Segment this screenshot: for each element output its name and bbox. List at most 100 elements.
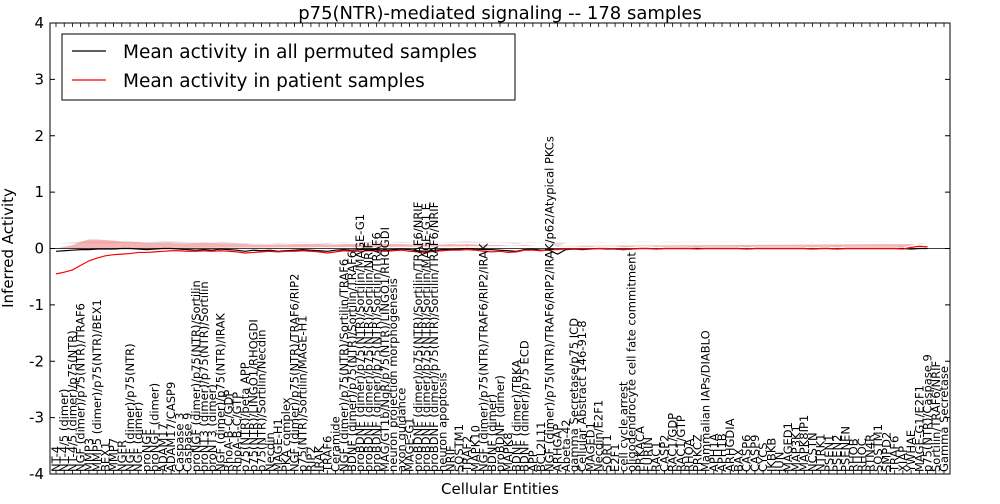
x-tick-label: SORT1 xyxy=(600,434,614,472)
x-axis-label: Cellular Entities xyxy=(441,480,559,498)
x-tick-label: ADAM17/CASP9 xyxy=(164,382,178,472)
x-tick-label: NT-4/5 (dimer) xyxy=(57,389,71,472)
x-tick-label: NT-4/5 (dimer)/p75(NTR) xyxy=(65,330,79,472)
legend-label-patient: Mean activity in patient samples xyxy=(123,71,425,92)
x-tick-label: APH1A xyxy=(707,433,721,472)
x-tick-labels: NT-4NT-4/5 (dimer)NT-4/5 (dimer)/p75(NTR… xyxy=(49,136,951,473)
x-tick-label: Abeta-42 xyxy=(559,419,573,472)
x-tick-label: CASP9 xyxy=(748,435,762,472)
x-tick-label: BDNF (dimer)/p75(NTR)/Sortilin/TRAF6 xyxy=(345,251,359,472)
x-tick-label: APP xyxy=(526,450,540,472)
x-tick-label: Cellular Abstract 146-91-8 xyxy=(575,320,589,472)
x-tick-label: FURIN xyxy=(641,437,655,472)
confidence-bands xyxy=(56,239,928,249)
series-line-patient xyxy=(55,245,928,275)
x-tick-label: ARHGDIA xyxy=(723,418,737,472)
x-tick-label: Necdin/E2F1 xyxy=(592,400,606,472)
x-tick-label: MAP3K1 xyxy=(789,425,803,472)
x-tick-label: neuron apoptosis xyxy=(435,372,449,472)
x-tick-label: CASP6 xyxy=(740,435,754,472)
x-tick-label: RIP2 xyxy=(304,446,318,472)
x-tick-label: MMP5 (dimer)/p75(NTR)/BEX1 xyxy=(90,299,104,472)
x-tick-label: TRAF2 xyxy=(460,436,474,473)
x-tick-label: proBDNF (dimer)/p75(NTR)/Sortilin/TRAF6/… xyxy=(411,202,425,472)
x-tick-label: XIAP xyxy=(896,446,910,472)
x-tick-label: proBDNF (dimer)/p75(NTR)/Sortilin/MAGE-G… xyxy=(419,203,433,472)
x-tick-label: p75(NTR)/Sortilin/Necdin xyxy=(255,329,269,472)
x-tick-label: proBDNF (dimer)/p75(NTR)/Sortilin/MAGE-G… xyxy=(353,214,367,472)
x-tick-label: p75(NTR)/Sortilin/MAGE-H1 xyxy=(296,315,310,472)
y-tick-label: -3 xyxy=(29,409,44,427)
x-tick-label: NCSTN xyxy=(805,432,819,472)
x-tick-label: TRAF6 xyxy=(320,436,334,473)
x-tick-label: proNGF xyxy=(139,429,153,472)
x-tick-label: SQSTM1 xyxy=(452,424,466,472)
x-tick-label: MMP7 xyxy=(107,438,121,472)
x-tick-label: Gamma Secretase xyxy=(937,366,951,472)
y-tick-label: 2 xyxy=(34,127,44,145)
x-tick-label: RAC1 xyxy=(649,441,663,472)
x-tick-label: axon guidance xyxy=(394,388,408,472)
x-tick-label: NRIF xyxy=(444,445,458,472)
x-tick-label: PSEN2 xyxy=(830,435,844,472)
x-tick-label: Sortilin/TRAF6/NRIF xyxy=(929,361,943,472)
x-tick-label: PSENEN xyxy=(838,426,852,472)
x-tick-label: NGF (dimer) xyxy=(131,402,145,472)
x-tick-label: NGF (dimer)/p75(NTR)/TRAF6/RIP2 xyxy=(287,274,301,472)
x-tick-label: oligodendrocyte cell fate commitment xyxy=(625,252,639,472)
x-tick-label: proNT3 (dimer) xyxy=(205,384,219,472)
x-tick-label: proBDNF (dimer)/p75(NTR)/Sortilin/TRAF6 xyxy=(370,232,384,472)
patient-band xyxy=(56,239,928,249)
y-tick-label: 4 xyxy=(34,14,44,32)
y-axis-label: Inferred Activity xyxy=(0,188,17,308)
y-tick-label: -4 xyxy=(29,465,44,483)
x-tick-label: MAGE-G1/E2F1 xyxy=(912,385,926,472)
x-tick-label: RHOA xyxy=(682,439,696,472)
x-tick-label: proBDNF (dimer)/p75(NTR)/Sortilin/NRIF xyxy=(361,242,375,472)
x-tick-label: PSEN1 xyxy=(822,435,836,472)
x-tick-label: PKA complex xyxy=(279,397,293,472)
x-tick-label: gamma Secretase/p75 ICD xyxy=(567,318,581,472)
x-ticks xyxy=(55,23,945,474)
x-tick-label: Mammalian IAPs/DIABLO xyxy=(699,330,713,472)
x-tick-label: NGFR xyxy=(115,440,129,472)
x-tick-label: NGF (dimer)/p75(NTR) xyxy=(123,343,137,472)
x-tick-label: p75(NTR)/Caspase 9 xyxy=(921,354,935,472)
x-tick-label: cell cycle arrest xyxy=(616,381,630,472)
x-tick-label: RHOC xyxy=(855,438,869,472)
x-tick-label: RhoA-B-C/GTP xyxy=(230,392,244,472)
x-tick-label: NGF (dimer)/p75(NTR)/IRAK xyxy=(213,313,227,472)
x-tick-label: RAC1/GDP xyxy=(666,413,680,472)
x-tick-label: proNT3 (dimer)/p75(NTR)/Sortilin xyxy=(197,281,211,472)
x-tick-label: proNGF (dimer)/p75(NTR)/Sortilin xyxy=(189,280,203,472)
x-tick-label: NTRK1 xyxy=(814,434,828,472)
x-tick-label: JUN xyxy=(773,452,787,473)
x-tick-label: neuron projection morphogenesis xyxy=(386,278,400,472)
x-tick-label: SQSTM1 xyxy=(871,424,885,472)
x-tick-label: BEX1 xyxy=(98,442,112,472)
x-tick-label: TRAF6 xyxy=(888,436,902,473)
y-tick-label: 1 xyxy=(34,183,44,201)
x-tick-label: YWHAE xyxy=(904,430,918,473)
chart-title: p75(NTR)-mediated signaling -- 178 sampl… xyxy=(298,3,702,24)
y-axis: -4 -3 -2 -1 0 1 2 3 4 xyxy=(29,14,950,483)
x-tick-label: Necdin xyxy=(263,432,277,472)
x-tick-label: CASP2 xyxy=(657,435,671,472)
series-layer xyxy=(55,245,928,275)
x-tick-label: NGF (dimer)/p75(NTR)/TRAF6/RIP2/IRAK xyxy=(477,243,491,472)
legend-label-permuted: Mean activity in all permuted samples xyxy=(123,42,477,63)
y-tick-label: 0 xyxy=(34,240,44,258)
x-tick-label: MAPK10 xyxy=(468,425,482,472)
x-tick-label: PRKCZ xyxy=(690,434,704,472)
x-tick-label: proBDNF (dimer) xyxy=(493,375,507,472)
x-tick-label: BDNF (dimer)/TRKA xyxy=(509,360,523,472)
x-tick-label: BCL2L11 xyxy=(534,422,548,472)
x-tick-label: ARHGAP xyxy=(551,424,565,472)
x-tick-label: RHOB xyxy=(847,438,861,472)
x-tick-label: RAC1/GTP xyxy=(674,415,688,472)
x-tick-label: NGF (dimer)/p75(NTR)/TRAF6/RIP2/IRAK/p62… xyxy=(542,136,556,472)
x-tick-label: MAGED1 xyxy=(583,422,597,472)
y-tick-label: -1 xyxy=(29,296,44,314)
x-tick-label: RhoA-B-C/GDP xyxy=(222,390,236,472)
